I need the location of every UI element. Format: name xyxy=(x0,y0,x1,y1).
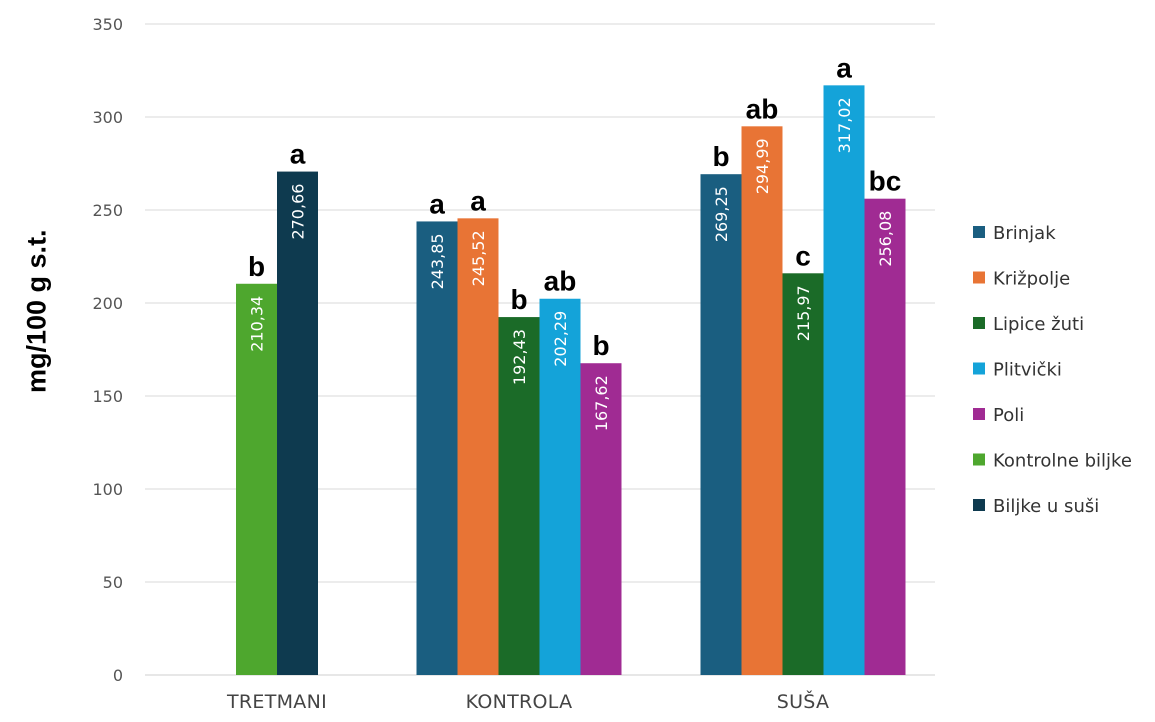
bar-value-label: 294,99 xyxy=(753,138,772,194)
y-tick-label: 0 xyxy=(113,666,123,685)
y-tick-label: 200 xyxy=(92,294,123,313)
bar xyxy=(416,221,458,675)
legend-swatch xyxy=(973,226,985,238)
bar-value-label: 317,02 xyxy=(835,97,854,153)
bar xyxy=(741,126,783,675)
legend-label: Kontrolne biljke xyxy=(993,451,1132,472)
significance-letter: a xyxy=(290,139,306,170)
x-tick-label: KONTROLA xyxy=(466,691,573,713)
legend-swatch xyxy=(973,408,985,420)
bar xyxy=(236,283,277,675)
significance-letter: a xyxy=(470,185,486,216)
significance-letter: ab xyxy=(544,266,577,297)
significance-letter: bc xyxy=(869,166,902,197)
y-tick-label: 250 xyxy=(92,201,123,220)
x-tick-label: TRETMANI xyxy=(226,691,327,713)
bar xyxy=(823,85,865,676)
legend-label: Križpolje xyxy=(993,269,1070,290)
bar xyxy=(782,273,824,675)
bar-value-label: 215,97 xyxy=(794,285,813,341)
legend-label: Brinjak xyxy=(993,223,1056,244)
y-tick-label: 350 xyxy=(92,15,123,34)
legend-label: Biljke u suši xyxy=(993,496,1099,517)
significance-letter: b xyxy=(510,284,527,315)
legend-label: Plitvički xyxy=(993,360,1062,381)
significance-letter: c xyxy=(795,240,811,271)
legend-label: Lipice žuti xyxy=(993,314,1084,335)
significance-letter: ab xyxy=(746,93,779,124)
bar-value-label: 256,08 xyxy=(876,211,895,267)
bar-value-label: 202,29 xyxy=(551,311,570,367)
significance-letter: b xyxy=(712,141,729,172)
bar-value-label: 270,66 xyxy=(289,184,308,240)
bar xyxy=(498,317,540,675)
significance-letter: b xyxy=(248,251,265,282)
legend-label: Poli xyxy=(993,405,1024,426)
legend-swatch xyxy=(973,271,985,284)
bar-value-label: 167,62 xyxy=(592,375,611,431)
significance-letter: b xyxy=(592,330,609,361)
significance-letter: a xyxy=(429,188,445,219)
bar xyxy=(580,363,622,675)
bar-value-label: 245,52 xyxy=(469,230,488,286)
significance-letter: a xyxy=(836,52,852,83)
legend-swatch xyxy=(973,317,985,329)
bar-value-label: 269,25 xyxy=(712,186,731,242)
bar-value-label: 192,43 xyxy=(510,329,529,385)
bar xyxy=(539,298,581,675)
bar xyxy=(864,198,906,675)
y-tick-label: 150 xyxy=(92,387,123,406)
bar xyxy=(277,171,318,676)
bar-value-label: 243,85 xyxy=(428,233,447,289)
x-tick-label: SUŠA xyxy=(777,689,830,713)
y-axis-title: mg/100 g s.t. xyxy=(21,229,52,393)
bar-value-label: 210,34 xyxy=(248,296,267,352)
y-tick-label: 300 xyxy=(92,108,123,127)
legend-swatch xyxy=(973,453,985,466)
bar xyxy=(457,218,499,675)
legend-swatch xyxy=(973,499,985,511)
bar xyxy=(700,174,742,675)
y-tick-label: 50 xyxy=(103,573,123,592)
y-tick-label: 100 xyxy=(92,480,123,499)
legend-swatch xyxy=(973,362,985,375)
